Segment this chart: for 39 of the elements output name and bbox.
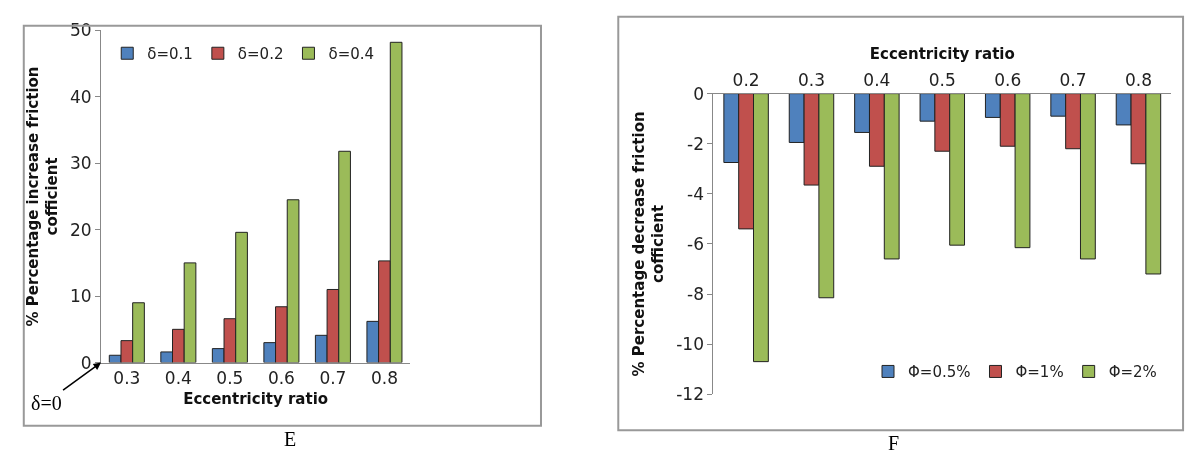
legend-label: δ=0.2: [237, 45, 284, 64]
x-tick-label: 0.5: [216, 367, 244, 388]
y-tick-label: -12: [676, 384, 704, 405]
x-tick-label: 0.6: [267, 367, 295, 388]
y-axis-title: % Percentage decrease friction cofficient: [629, 111, 668, 377]
y-tick-label: -4: [687, 183, 704, 204]
x-tick-label: 0.8: [1124, 69, 1152, 90]
x-tick-label: 0.3: [113, 367, 141, 388]
x-tick-label: 0.4: [164, 367, 192, 388]
x-tick-label: 0.6: [994, 69, 1022, 90]
x-tick-label: 0.2: [732, 69, 760, 90]
y-tick-label: 0: [693, 83, 704, 104]
x-tick-label: 0.5: [928, 69, 956, 90]
y-tick-label: -8: [687, 283, 704, 304]
text: E: [284, 428, 297, 450]
y-tick-label: 50: [70, 20, 92, 41]
x-tick-label: 0.7: [1059, 69, 1087, 90]
legend-label: δ=0.4: [328, 45, 375, 64]
y-tick-label: 20: [70, 219, 92, 240]
y-tick-label: 0: [80, 352, 92, 373]
y-tick-label: 30: [70, 153, 92, 174]
y-tick-label: 10: [70, 286, 92, 307]
legend-label: Φ=0.5%: [908, 363, 971, 382]
text: F: [888, 432, 900, 454]
y-tick-label: -6: [687, 233, 704, 254]
x-tick-label: 0.4: [863, 69, 891, 90]
legend-label: δ=0.1: [147, 45, 193, 64]
text: δ=0: [31, 392, 62, 414]
x-tick-label: 0.3: [797, 69, 826, 90]
y-tick-label: -2: [687, 133, 704, 154]
y-axis-title: % Percentage increase friction cofficient: [23, 66, 62, 327]
x-axis-title: Eccentricity ratio: [183, 389, 329, 408]
legend-label: Φ=1%: [1015, 363, 1064, 382]
x2-axis-title: Eccentricity ratio: [869, 45, 1015, 64]
legend-label: Φ=2%: [1108, 363, 1157, 382]
x-tick-label: 0.7: [319, 367, 347, 388]
y-tick-label: 40: [70, 86, 92, 107]
y-tick-label: -10: [676, 334, 704, 355]
x-tick-label: 0.8: [370, 367, 398, 388]
